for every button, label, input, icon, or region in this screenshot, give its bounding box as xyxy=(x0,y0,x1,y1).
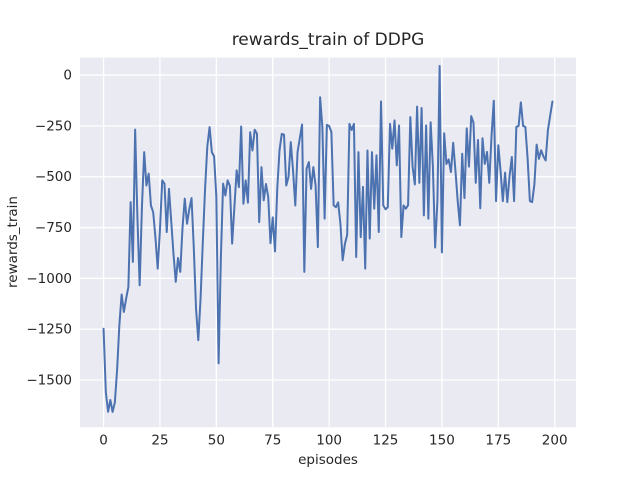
y-tick-label: −250 xyxy=(35,118,72,134)
x-axis-label: episodes xyxy=(298,452,358,468)
y-tick-labels: 0 −250 −500 −750 −1000 −1250 −1500 xyxy=(26,68,72,389)
y-tick-label: −1500 xyxy=(26,373,72,389)
x-tick-label: 150 xyxy=(429,433,455,449)
y-axis-label: rewards_train xyxy=(5,196,21,288)
x-tick-label: 25 xyxy=(151,433,168,449)
gridlines xyxy=(80,57,576,428)
x-tick-label: 175 xyxy=(485,433,511,449)
x-tick-labels: 0 25 50 75 100 125 150 175 200 xyxy=(99,433,567,449)
y-tick-label: −1000 xyxy=(26,271,72,287)
x-tick-label: 50 xyxy=(208,433,225,449)
y-tick-label: 0 xyxy=(63,68,72,84)
x-tick-label: 75 xyxy=(264,433,281,449)
y-tick-label: −1250 xyxy=(26,322,72,338)
x-tick-label: 125 xyxy=(373,433,399,449)
y-tick-label: −750 xyxy=(35,220,72,236)
plot-area xyxy=(80,57,576,428)
reward-line xyxy=(102,64,554,413)
x-tick-label: 0 xyxy=(99,433,108,449)
x-tick-label: 200 xyxy=(542,433,568,449)
chart-title: rewards_train of DDPG xyxy=(232,30,425,50)
y-tick-label: −500 xyxy=(35,169,72,185)
x-tick-label: 100 xyxy=(316,433,342,449)
